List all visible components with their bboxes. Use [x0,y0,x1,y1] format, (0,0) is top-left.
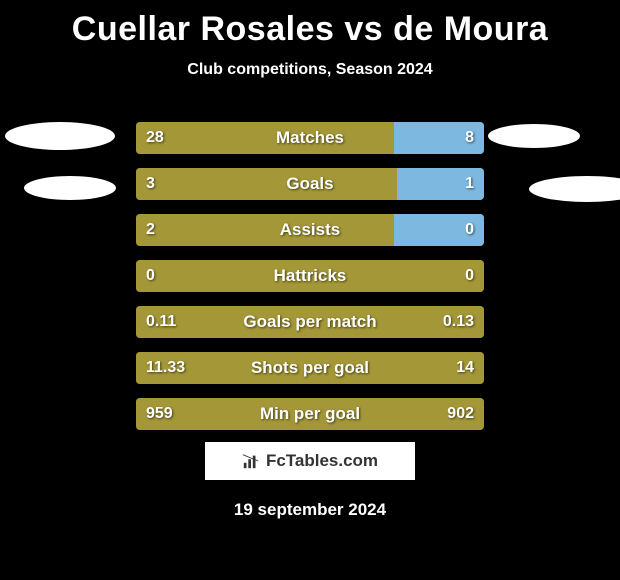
stat-bar-left [136,352,484,384]
stat-bar-left [136,398,484,430]
stat-bar-left [136,122,394,154]
stat-value-left: 11.33 [146,352,185,384]
stat-row: 20Assists [136,214,484,246]
stat-value-left: 28 [146,122,164,154]
stat-bar-left [136,260,484,292]
page-subtitle: Club competitions, Season 2024 [0,61,620,79]
stat-value-left: 3 [146,168,155,200]
stat-value-right: 14 [456,352,474,384]
stat-bar-left [136,306,484,338]
club-logo-right-2 [529,176,620,202]
club-logo-right-1 [488,124,580,148]
stat-row: 959902Min per goal [136,398,484,430]
stat-value-left: 0.11 [146,306,176,338]
date-label: 19 september 2024 [0,500,620,520]
stat-value-right: 0 [465,214,474,246]
club-logo-left-2 [24,176,116,200]
page-title: Cuellar Rosales vs de Moura [0,0,620,49]
stat-row: 31Goals [136,168,484,200]
branding-badge: FcTables.com [205,442,415,480]
stat-row: 11.3314Shots per goal [136,352,484,384]
stats-container: 288Matches31Goals20Assists00Hattricks0.1… [136,122,484,444]
stat-value-left: 0 [146,260,155,292]
stat-row: 288Matches [136,122,484,154]
stat-value-right: 0.13 [443,306,474,338]
stat-row: 00Hattricks [136,260,484,292]
stat-value-right: 8 [465,122,474,154]
club-logo-left-1 [5,122,115,150]
stat-value-right: 902 [447,398,474,430]
chart-icon [242,452,260,470]
stat-row: 0.110.13Goals per match [136,306,484,338]
stat-bar-left [136,214,394,246]
stat-value-left: 959 [146,398,173,430]
branding-text: FcTables.com [266,451,378,471]
stat-value-right: 1 [465,168,474,200]
stat-value-left: 2 [146,214,155,246]
stat-bar-left [136,168,397,200]
stat-value-right: 0 [465,260,474,292]
